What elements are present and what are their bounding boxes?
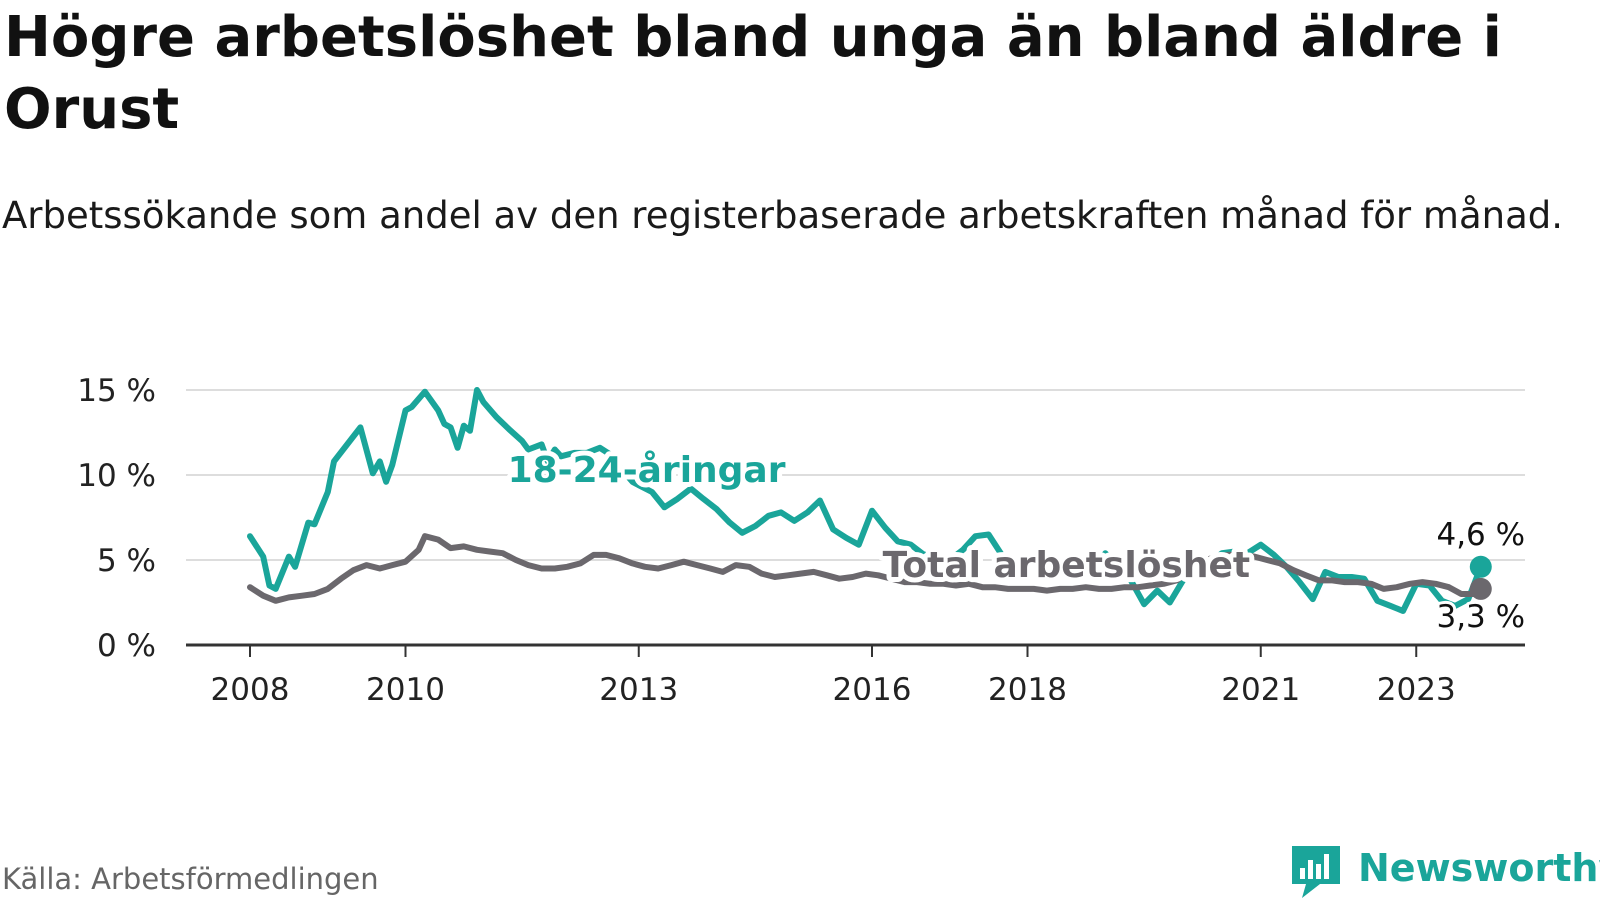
grid-lines <box>186 389 1525 647</box>
series-annotation: 18-24-åringar <box>508 450 786 491</box>
series-annotations: 18-24-åringar Total arbetslöshet <box>503 445 1256 591</box>
x-tick-label: 2021 <box>1221 672 1300 700</box>
chart-subtitle: Arbetssökande som andel av den registerb… <box>2 194 1563 237</box>
end-point <box>1469 577 1492 600</box>
x-tick-label: 2018 <box>988 672 1067 700</box>
end-labels: 4,6 % 3,3 % <box>1433 514 1528 638</box>
line-chart: 0 %5 %10 %15 % 2008 2010 2013 2016 2018 2021 2… <box>77 373 1528 700</box>
y-tick-label: 15 % <box>77 373 156 409</box>
end-value-label: 3,3 % <box>1436 599 1525 635</box>
x-axis-labels: 2008 2010 2013 2016 2018 2021 2023 <box>211 645 1456 700</box>
end-point <box>1469 555 1492 578</box>
x-tick-label: 2010 <box>366 672 445 700</box>
end-value-label: 4,6 % <box>1436 517 1525 553</box>
brand-name: Newsworthy <box>1358 846 1600 890</box>
newsworthy-logo-icon <box>1292 846 1340 898</box>
x-tick-label: 2013 <box>599 672 678 700</box>
y-tick-label: 10 % <box>77 458 156 494</box>
brand-logo: Newsworthy <box>1290 844 1600 900</box>
y-tick-label: 5 % <box>97 543 156 579</box>
x-tick-label: 2008 <box>211 672 290 700</box>
series-lines <box>247 387 1484 614</box>
y-tick-label: 0 % <box>97 628 156 664</box>
chart-title: Högre arbetslöshet bland unga än bland ä… <box>4 5 1502 142</box>
source-note: Källa: Arbetsförmedlingen <box>2 862 379 896</box>
series-line-youth <box>247 387 1484 614</box>
series-annotation: Total arbetslöshet <box>883 545 1251 586</box>
series-line-total <box>247 533 1484 604</box>
y-axis-labels: 0 % 5 % 10 % 15 % <box>77 373 156 664</box>
x-tick-label: 2016 <box>833 672 912 700</box>
x-tick-label: 2023 <box>1377 672 1456 700</box>
